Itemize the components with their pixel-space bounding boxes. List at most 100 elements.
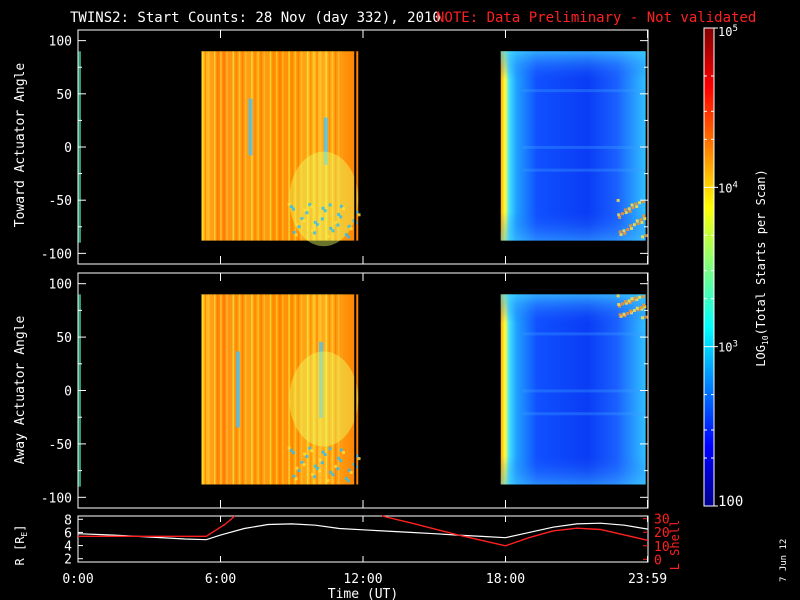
stripe	[328, 294, 331, 485]
speckle	[289, 205, 293, 209]
stripe	[254, 51, 256, 241]
speckle	[634, 296, 638, 300]
speckle	[624, 211, 628, 215]
speckle	[297, 225, 301, 229]
speckle	[287, 446, 291, 450]
stripe	[257, 51, 259, 241]
stripe	[238, 51, 241, 241]
stripe	[306, 294, 309, 485]
speckle	[641, 295, 645, 299]
colorbar-tick-label: 105	[718, 24, 738, 39]
speckle	[640, 220, 644, 224]
chart-title: TWINS2: Start Counts: 28 Nov (day 332), …	[70, 10, 441, 26]
stripe	[235, 51, 238, 241]
speckle	[308, 446, 312, 450]
speckle	[347, 224, 351, 228]
speckle	[292, 231, 296, 235]
band	[522, 389, 646, 393]
stripe	[204, 294, 207, 485]
y-tick-label: -100	[41, 491, 72, 506]
stripe	[328, 51, 331, 241]
y-tick-label: 100	[49, 35, 72, 50]
speckle	[287, 202, 291, 206]
speckle	[644, 234, 648, 238]
stripe	[316, 294, 318, 485]
speckle	[629, 309, 633, 313]
stripe	[260, 51, 262, 241]
toward-angle-label: Toward Actuator Angle	[13, 63, 28, 228]
stripe	[297, 51, 300, 241]
stripe	[260, 294, 262, 485]
speckle	[310, 449, 314, 453]
speckle	[622, 229, 626, 233]
speckle	[292, 474, 296, 478]
speckle	[619, 233, 623, 237]
y-tick-label: -50	[49, 438, 72, 453]
speckle	[643, 305, 647, 309]
speckle	[635, 298, 639, 302]
speckle	[623, 231, 627, 235]
colorbar-tick-label: 100	[718, 494, 743, 510]
speckle	[639, 218, 643, 222]
stripe	[217, 294, 219, 485]
stripe	[272, 51, 275, 241]
y-tick-label: -50	[49, 194, 72, 209]
stripe	[241, 51, 244, 241]
colorbar-tick-label: 103	[718, 340, 738, 355]
speckle	[318, 215, 322, 219]
stripe	[282, 51, 284, 241]
colorbar: 105 104 103 100	[703, 24, 743, 510]
stripe	[279, 294, 281, 485]
radius-axis-label: R [RE]	[13, 525, 29, 566]
x-tick-label: 0:00	[62, 572, 93, 587]
speckle	[320, 217, 324, 221]
stripe	[223, 51, 225, 241]
stripe	[241, 294, 244, 485]
speckle	[295, 222, 299, 226]
stripe	[213, 51, 216, 241]
stripe	[282, 294, 284, 485]
speckle	[626, 228, 630, 232]
speckle	[342, 207, 346, 211]
speckle	[297, 469, 301, 473]
stripe	[288, 294, 290, 485]
stripe	[251, 294, 253, 485]
stripe	[303, 294, 306, 485]
stripe	[201, 294, 204, 485]
stripe	[226, 294, 228, 485]
stripe	[254, 294, 256, 485]
gap-line	[354, 294, 357, 485]
speckle	[616, 198, 620, 202]
speckle	[634, 202, 638, 206]
speckle	[355, 210, 359, 214]
speckle	[289, 448, 293, 452]
right-tick-label: 0	[654, 553, 662, 568]
colorbar-gradient	[704, 28, 714, 506]
speckle	[334, 464, 338, 468]
speckle	[638, 295, 642, 299]
speckle	[291, 451, 295, 455]
speckle	[291, 207, 295, 211]
speckle	[313, 464, 317, 468]
speckle	[640, 235, 644, 239]
speckle	[623, 208, 627, 212]
stripe	[334, 51, 337, 241]
stripe	[275, 51, 278, 241]
left-tick-label: 8	[64, 513, 72, 528]
stripe	[220, 51, 222, 241]
speckle	[339, 204, 343, 208]
stripe	[285, 51, 287, 241]
speckle	[302, 463, 306, 467]
speckle	[344, 233, 348, 237]
stripe	[229, 294, 231, 485]
speckle	[635, 205, 639, 209]
speckle	[326, 478, 330, 482]
stripe	[275, 294, 278, 485]
right-tick-label: 30	[654, 513, 670, 528]
stripe	[322, 51, 324, 241]
away-angle-panel: 100 50 0 -50 -100	[41, 272, 649, 509]
speckle	[629, 224, 633, 228]
speckle	[310, 205, 314, 209]
speckle	[627, 207, 631, 211]
